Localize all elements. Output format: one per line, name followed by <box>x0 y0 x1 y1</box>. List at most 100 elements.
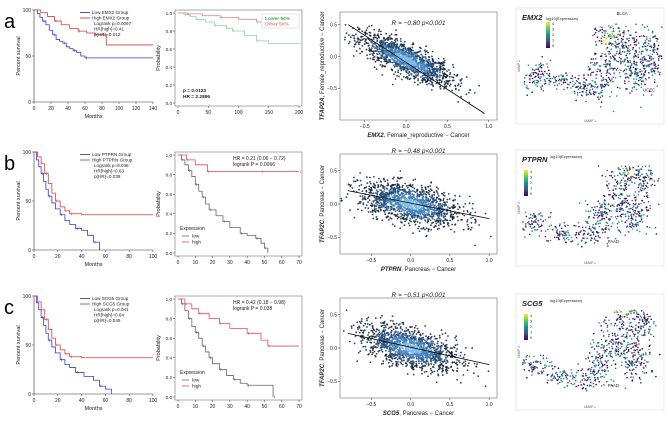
scatter-point <box>361 198 364 201</box>
umap-point <box>643 183 645 185</box>
scatter-point <box>413 187 416 190</box>
umap-x-label: UMAP 1 <box>584 119 596 123</box>
y-tick-label: 100 <box>23 150 32 156</box>
y-axis-label: Probability <box>156 45 162 71</box>
scatter-point <box>421 57 424 59</box>
scatter-point <box>421 64 424 67</box>
umap-point <box>606 169 608 172</box>
umap-point <box>627 47 629 49</box>
umap-point <box>585 94 588 96</box>
umap-point <box>589 91 591 93</box>
umap-point <box>589 62 592 64</box>
scatter-point <box>397 192 400 195</box>
y-tick-label: 100 <box>23 294 32 300</box>
umap-point <box>614 193 616 196</box>
umap-point <box>564 225 567 228</box>
umap-point <box>585 91 587 93</box>
scatter-point <box>416 199 419 201</box>
scatter-point <box>442 74 445 76</box>
umap-point <box>623 197 626 200</box>
scatter-point <box>392 200 395 203</box>
scatter-point <box>430 224 432 227</box>
umap-point <box>601 206 603 208</box>
umap-point <box>541 56 543 58</box>
scatter-point <box>380 363 383 365</box>
km-curve-high <box>34 9 153 46</box>
colorbar-tick: 3 <box>530 176 532 180</box>
umap-point <box>534 76 536 79</box>
scatter-point <box>445 204 448 207</box>
umap-point <box>528 233 531 236</box>
y-tick-label: 0.8 <box>166 172 173 177</box>
scatter-point <box>369 53 371 56</box>
umap-point <box>592 232 595 234</box>
scatter-point <box>424 212 426 215</box>
umap-point <box>641 45 644 48</box>
umap-point <box>574 76 577 79</box>
scatter-point <box>393 65 396 68</box>
scatter-point <box>431 194 434 197</box>
scatter-point <box>361 195 364 197</box>
y-tick-label: 0 <box>28 392 31 398</box>
colorbar-tick: 4 <box>552 22 554 26</box>
umap-point <box>630 63 633 65</box>
scatter-point <box>412 220 415 222</box>
umap-point <box>530 75 533 77</box>
umap-point <box>525 215 528 218</box>
umap-point <box>622 167 624 170</box>
scatter-point <box>453 212 456 214</box>
scatter-point <box>382 184 384 187</box>
umap-point <box>583 81 585 83</box>
y-tick-label: 0.4 <box>166 65 173 70</box>
umap-point <box>637 174 640 176</box>
umap-point <box>643 75 645 77</box>
umap-point <box>603 206 606 208</box>
umap-point <box>550 212 552 214</box>
scatter-point <box>387 59 390 62</box>
scatter-point <box>395 65 397 67</box>
scatter-point <box>445 356 447 359</box>
umap-point <box>597 235 600 237</box>
scatter-point <box>474 221 477 224</box>
umap-point <box>655 233 658 235</box>
scatter-point <box>387 182 389 185</box>
umap-point <box>640 86 643 88</box>
scatter-point <box>382 49 384 52</box>
scatter-point <box>424 186 427 189</box>
umap-point <box>614 216 617 218</box>
scatter-point <box>429 69 432 72</box>
umap-point <box>641 209 644 211</box>
umap-point <box>596 205 598 208</box>
umap-point <box>646 209 648 211</box>
scatter-point <box>402 216 404 219</box>
scatter-point <box>348 34 350 36</box>
umap-point <box>629 49 631 51</box>
umap-point <box>548 72 551 75</box>
scatter-point <box>385 38 388 40</box>
umap-point <box>547 66 549 68</box>
umap-point <box>646 226 648 228</box>
umap-point <box>603 194 605 197</box>
umap-point <box>626 76 628 78</box>
umap-x-label: UMAP 1 <box>584 261 596 265</box>
legend-entry: Low PTPRN Group <box>92 152 132 157</box>
umap-point <box>628 52 631 55</box>
scatter-point <box>465 76 468 78</box>
umap-point <box>648 65 650 68</box>
umap-point <box>612 76 615 78</box>
scatter-point <box>439 87 442 90</box>
umap-gene-title: EMX2 <box>522 13 543 22</box>
umap-point <box>608 41 611 44</box>
scatter-point <box>439 86 441 88</box>
umap-point <box>615 188 617 190</box>
x-tick-label: 200 <box>295 110 304 116</box>
scatter-point <box>471 207 474 210</box>
umap-point <box>640 73 643 75</box>
umap-point <box>633 62 635 64</box>
umap-point <box>617 174 619 177</box>
umap-point <box>613 36 616 39</box>
scatter-point <box>396 217 399 220</box>
scatter-point <box>467 225 470 228</box>
scatter-point <box>377 198 379 201</box>
legend-entry: high <box>192 240 201 246</box>
